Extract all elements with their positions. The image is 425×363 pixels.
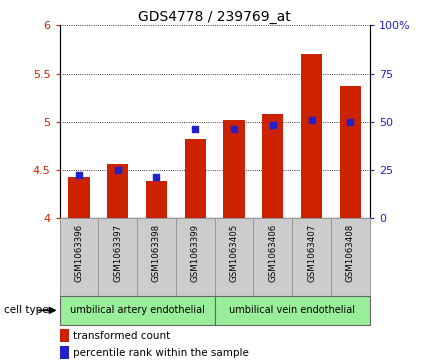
Point [269,123,276,129]
Text: GSM1063397: GSM1063397 [113,224,122,282]
Point [76,172,82,178]
Bar [176,218,215,296]
Text: GSM1063405: GSM1063405 [230,224,238,282]
Text: umbilical artery endothelial: umbilical artery endothelial [70,305,204,315]
Bar [98,218,137,296]
Bar [215,218,253,296]
Bar [340,86,361,218]
Bar [146,181,167,218]
Text: GSM1063407: GSM1063407 [307,224,316,282]
Point [308,117,315,123]
Text: GSM1063408: GSM1063408 [346,224,355,282]
Text: umbilical vein endothelial: umbilical vein endothelial [229,305,355,315]
Bar [253,218,292,296]
Bar [184,139,206,218]
Point [347,119,354,125]
Text: transformed count: transformed count [74,331,171,340]
Bar [60,329,69,342]
Text: GSM1063398: GSM1063398 [152,224,161,282]
Point [153,175,160,180]
Bar [68,178,90,218]
Bar [331,218,370,296]
Point [114,167,121,172]
Bar [224,120,245,218]
Bar [262,114,283,218]
Title: GDS4778 / 239769_at: GDS4778 / 239769_at [138,11,291,24]
Bar [60,346,69,359]
Text: percentile rank within the sample: percentile rank within the sample [74,348,249,358]
Bar [215,296,370,325]
Text: GSM1063406: GSM1063406 [268,224,277,282]
Bar [301,54,322,218]
Point [192,126,198,132]
Point [231,126,238,132]
Text: cell type: cell type [4,305,49,315]
Text: GSM1063399: GSM1063399 [191,224,200,282]
Bar [107,164,128,218]
Bar [292,218,331,296]
Bar [137,218,176,296]
Text: GSM1063396: GSM1063396 [74,224,83,282]
Bar [60,296,215,325]
Bar [60,218,98,296]
